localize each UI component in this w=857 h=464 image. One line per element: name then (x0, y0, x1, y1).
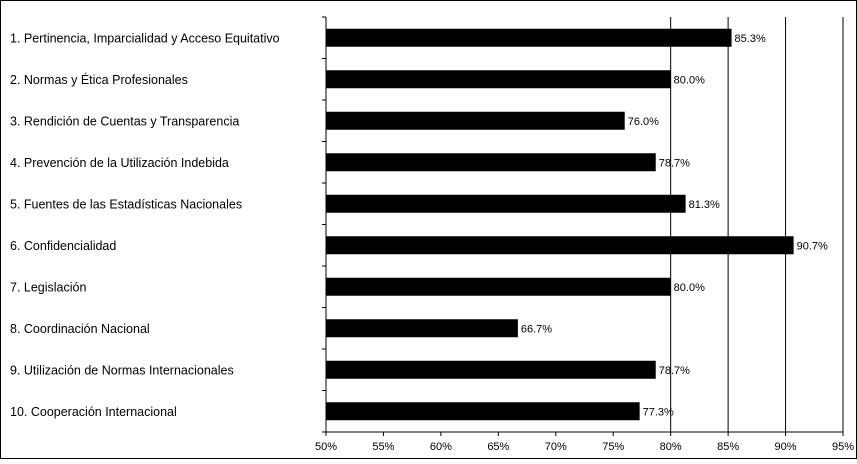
bar-value-label-3: 76.0% (628, 116, 659, 128)
category-label-2: 2. Normas y Ética Profesionales (10, 72, 188, 87)
category-label-4: 4. Prevención de la Utilización Indebida (10, 156, 229, 170)
bar-value-label-2: 80.0% (674, 74, 705, 86)
gridlines (670, 17, 844, 432)
bar-value-label-7: 80.0% (674, 282, 705, 294)
axes (322, 16, 844, 436)
category-label-8: 8. Coordinación Nacional (10, 322, 150, 336)
category-label-3: 3. Rendición de Cuentas y Transparencia (10, 114, 239, 128)
bar-6 (326, 236, 794, 255)
bar-value-label-8: 66.7% (521, 323, 552, 335)
bar-value-label-10: 77.3% (643, 406, 674, 418)
category-label-6: 6. Confidencialidad (10, 239, 116, 253)
bar-value-label-4: 78.7% (659, 157, 690, 169)
bar-5 (326, 194, 686, 213)
category-label-10: 10. Cooperación Internacional (10, 405, 177, 419)
bar-value-label-9: 78.7% (659, 365, 690, 377)
x-tick-label-95: 95% (832, 441, 854, 453)
bar-4 (326, 153, 656, 172)
category-label-1: 1. Pertinencia, Imparcialidad y Acceso E… (10, 31, 280, 45)
bar-7 (326, 277, 671, 296)
bar-9 (326, 360, 656, 379)
bar-10 (326, 402, 640, 421)
x-tick-label-75: 75% (602, 441, 624, 453)
bars (326, 28, 794, 421)
bar-1 (326, 28, 732, 47)
bar-3 (326, 111, 625, 130)
category-label-9: 9. Utilización de Normas Internacionales (10, 363, 234, 377)
category-label-5: 5. Fuentes de las Estadísticas Nacionale… (10, 197, 242, 211)
labels: 85.3% 1. Pertinencia, Imparcialidad y Acc… (10, 31, 854, 453)
bar-8 (326, 319, 518, 338)
bar-value-label-1: 85.3% (735, 33, 766, 45)
x-tick-label-50: 50% (315, 441, 337, 453)
bar-value-label-6: 90.7% (797, 240, 828, 252)
x-tick-label-80: 80% (660, 441, 682, 453)
bar-value-label-5: 81.3% (689, 199, 720, 211)
x-tick-label-65: 65% (487, 441, 509, 453)
x-tick-label-70: 70% (545, 441, 567, 453)
bar-2 (326, 70, 671, 89)
x-tick-label-60: 60% (430, 441, 452, 453)
x-tick-label-85: 85% (717, 441, 739, 453)
category-label-7: 7. Legislación (10, 280, 86, 294)
x-tick-label-55: 55% (372, 441, 394, 453)
x-tick-label-90: 90% (775, 441, 797, 453)
